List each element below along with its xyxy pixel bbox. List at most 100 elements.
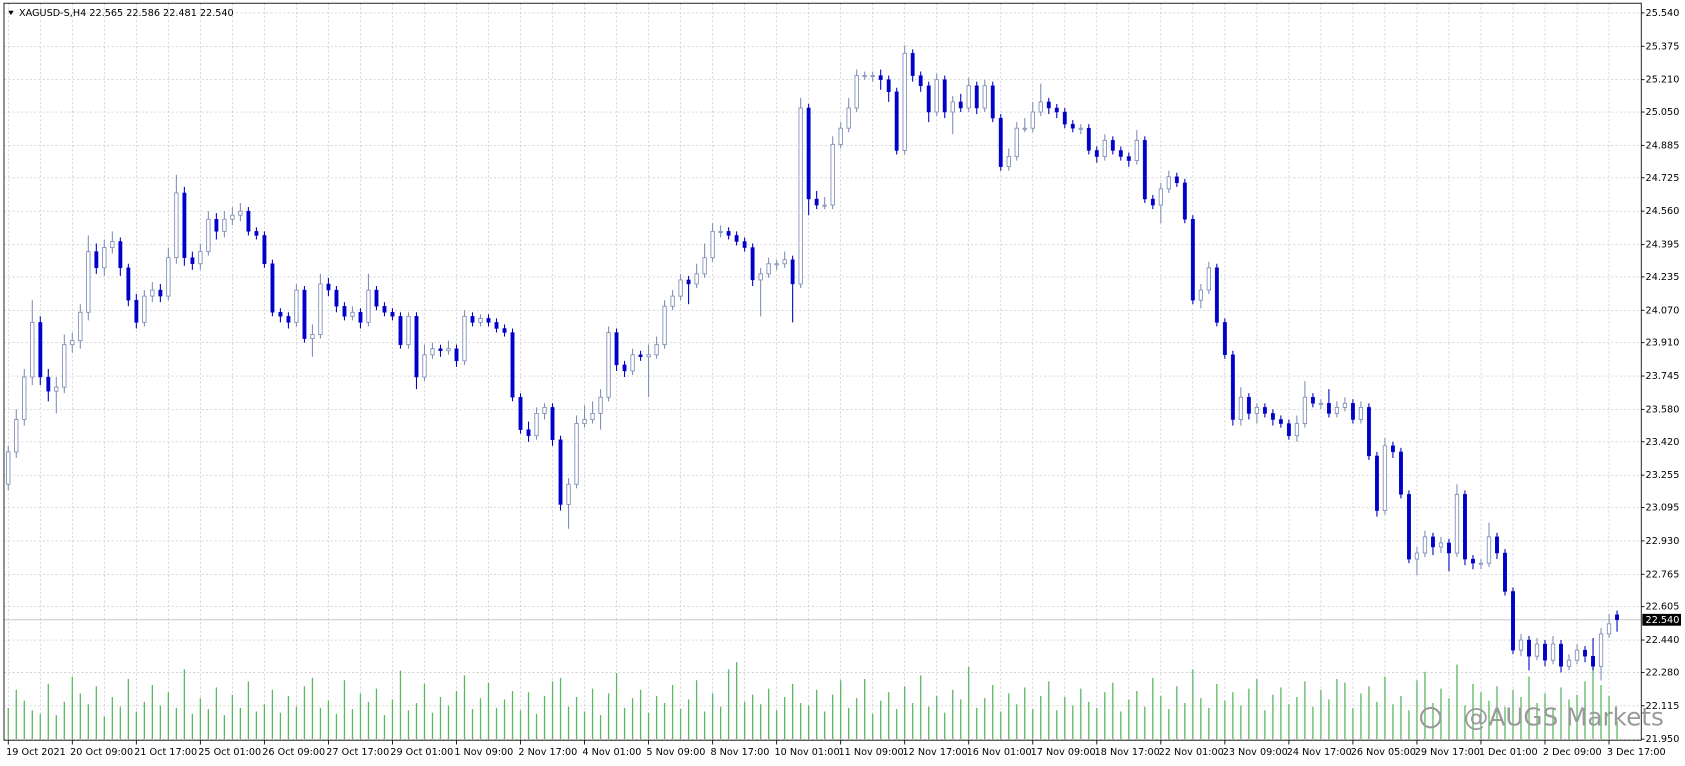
candle-body	[6, 451, 11, 485]
volume-bar	[119, 706, 121, 740]
volume-bar	[784, 697, 786, 740]
volume-bar	[1472, 683, 1474, 740]
candle-body	[1559, 643, 1563, 667]
volume-bar	[695, 680, 698, 740]
volume-bar	[711, 693, 714, 740]
volume-bar	[623, 707, 626, 740]
candle-body	[62, 344, 67, 388]
volume-bar	[343, 680, 346, 740]
candle-body	[662, 305, 667, 346]
candle-body	[718, 230, 723, 233]
candle-body	[878, 75, 883, 80]
volume-bar	[1264, 710, 1266, 740]
candle-body	[702, 257, 707, 275]
volume-bar	[719, 706, 722, 740]
candle-body	[94, 251, 99, 269]
candle-body	[550, 407, 555, 440]
volume-bar	[1152, 677, 1154, 740]
volume-bar	[1504, 706, 1506, 740]
volume-bar	[519, 710, 522, 740]
candle-body	[1270, 413, 1275, 420]
volume-bar	[1536, 703, 1538, 740]
volume-bar	[1184, 703, 1186, 740]
candle-body	[862, 75, 867, 78]
candle-body	[1110, 140, 1115, 151]
volume-bar	[7, 707, 9, 740]
x-tick-label: 26 Oct 09:00	[262, 747, 325, 758]
y-tick-label: 21.950	[1646, 734, 1680, 745]
volume-bar	[1616, 721, 1618, 740]
volume-bar	[992, 685, 994, 740]
candle-body	[694, 273, 699, 285]
volume-bar	[207, 709, 210, 740]
watermark-text: @AUGS Markets	[1464, 703, 1664, 732]
x-tick-label: 23 Nov 09:00	[1223, 747, 1288, 758]
volume-bar	[1464, 705, 1466, 740]
candle-body	[1342, 402, 1348, 408]
volume-bar	[1088, 701, 1090, 740]
candle-body	[1318, 402, 1324, 405]
volume-bar	[1312, 706, 1314, 740]
y-tick-label: 24.235	[1646, 272, 1680, 283]
volume-bar	[1176, 686, 1178, 740]
candle-body	[1527, 639, 1531, 657]
candle-body	[1262, 407, 1267, 414]
candle-body	[1358, 406, 1364, 420]
candle-body	[1366, 407, 1371, 457]
candle-body	[1198, 289, 1203, 301]
candle-body	[278, 312, 283, 317]
candle-body	[542, 406, 547, 414]
volume-bar	[271, 689, 274, 740]
x-tick-label: 10 Nov 01:00	[774, 747, 839, 758]
volume-bar	[759, 704, 762, 740]
volume-bar	[367, 701, 370, 740]
candle-body	[1246, 397, 1251, 414]
y-tick-label: 23.255	[1646, 470, 1680, 481]
last-price-box	[1642, 613, 1682, 626]
candle-body	[742, 241, 747, 248]
volume-bar	[775, 710, 778, 740]
candle-body	[342, 306, 347, 317]
candle-body	[830, 143, 835, 206]
y-tick-label: 22.930	[1646, 536, 1680, 547]
menu-arrow[interactable]	[8, 10, 14, 16]
candle-body	[1503, 552, 1507, 592]
candle-body	[998, 117, 1003, 167]
candle-body	[254, 231, 259, 236]
candle-body	[1615, 614, 1619, 621]
y-tick-label: 23.745	[1646, 371, 1680, 382]
candle-body	[390, 312, 395, 317]
candle-body	[1302, 396, 1308, 424]
y-tick-label: 24.560	[1646, 206, 1680, 217]
candle-body	[1102, 139, 1107, 157]
volume-bar	[1136, 691, 1138, 740]
candle-body	[1438, 542, 1444, 548]
y-tick-label: 25.210	[1646, 75, 1680, 86]
candle-body	[1094, 150, 1099, 157]
x-tick-label: 2 Dec 09:00	[1543, 747, 1602, 758]
candle-body	[190, 257, 195, 264]
candle-body	[1350, 403, 1355, 420]
volume-bar	[1240, 705, 1242, 740]
candle-body	[1454, 493, 1460, 554]
candle-body	[462, 315, 467, 362]
volume-bar	[928, 706, 930, 740]
volume-bar	[1104, 692, 1106, 740]
volume-bar	[359, 693, 362, 740]
y-tick-label: 22.280	[1646, 667, 1680, 678]
volume-bar	[968, 666, 970, 740]
candle-body	[1294, 423, 1300, 437]
volume-bar	[1576, 694, 1578, 740]
x-tick-label: 1 Nov 09:00	[454, 747, 513, 758]
volume-bar	[255, 711, 258, 740]
volume-bar	[1016, 704, 1018, 740]
volume-bar	[431, 712, 434, 740]
candle-body	[414, 316, 419, 378]
candle-body	[1182, 182, 1187, 220]
candle-body	[1078, 127, 1083, 130]
y-tick-label: 22.115	[1646, 701, 1680, 712]
candle-body	[1278, 419, 1283, 424]
candle-body	[790, 259, 795, 285]
volume-bar	[1560, 687, 1562, 740]
volume-bar	[1496, 686, 1498, 740]
